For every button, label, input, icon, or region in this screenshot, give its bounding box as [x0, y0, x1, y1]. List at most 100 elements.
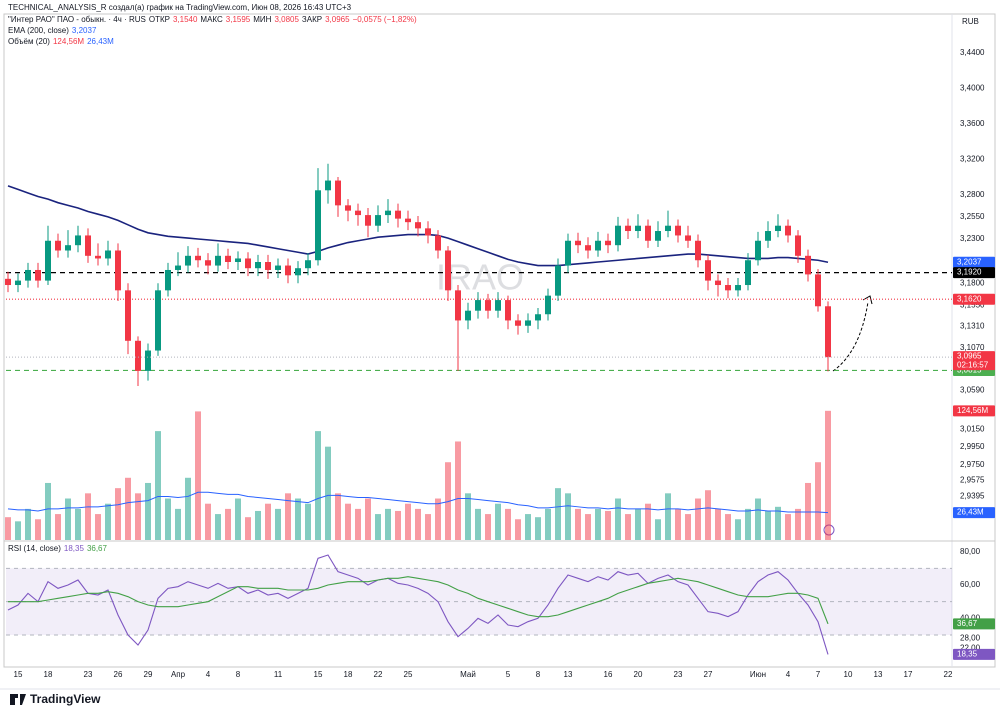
candle-body: [755, 240, 761, 261]
candle-body: [355, 210, 361, 216]
volume-bar: [15, 521, 21, 540]
volume-bar: [385, 508, 391, 540]
x-tick-label: 8: [236, 670, 241, 679]
candle-body: [515, 320, 521, 326]
y-tick-label: 22,00: [960, 643, 981, 652]
volume-bar: [655, 519, 661, 540]
volume-bar: [285, 493, 291, 540]
volume-bar: [255, 510, 261, 540]
rsi-value: 18,35: [63, 544, 84, 553]
x-tick-label: 13: [874, 670, 883, 679]
volume-bar: [415, 508, 421, 540]
candle-body: [615, 225, 621, 246]
x-tick-label: 29: [144, 670, 153, 679]
volume-marker: 124,56M: [957, 406, 988, 415]
x-tick-label: 18: [44, 670, 53, 679]
candle-body: [295, 268, 301, 276]
ohlc-name: МАКС: [200, 15, 223, 24]
x-tick-label: 7: [816, 670, 821, 679]
candle-body: [415, 222, 421, 229]
volume-bar: [185, 477, 191, 540]
y-tick-label: 3,2800: [960, 190, 985, 199]
volume-bar: [355, 508, 361, 540]
volume-bar: [115, 488, 121, 540]
candle-body: [605, 240, 611, 246]
candle-body: [165, 269, 171, 291]
candle-body: [645, 225, 651, 241]
y-tick-label: 3,3600: [960, 119, 985, 128]
volume-bar: [25, 508, 31, 540]
candle-body: [145, 350, 151, 371]
y-tick-label: 80,00: [960, 547, 981, 556]
volume-bar: [635, 508, 641, 540]
volume-bar: [375, 514, 381, 540]
y-tick-label: 3,3200: [960, 154, 985, 163]
ohlc-name: ОТКР: [148, 15, 170, 24]
level-marker: 3,1620: [957, 294, 982, 303]
volume-bar: [745, 508, 751, 540]
volume-ma-marker: 26,43M: [957, 508, 984, 517]
candle-body: [235, 258, 241, 263]
candle-body: [105, 250, 111, 259]
y-tick-label: 40,00: [960, 613, 981, 622]
volume-bar: [505, 508, 511, 540]
candle-body: [595, 240, 601, 251]
candle-body: [405, 218, 411, 223]
candle-body: [315, 190, 321, 261]
volume-bar: [685, 514, 691, 540]
volume-bar: [95, 514, 101, 540]
x-tick-label: 5: [506, 670, 511, 679]
rsi-name: RSI (14, close): [8, 544, 61, 553]
y-tick-label: 3,4400: [960, 48, 985, 57]
candle-body: [25, 269, 31, 281]
ema-value: 3,2037: [71, 26, 97, 35]
ema-marker-box: [953, 256, 995, 268]
x-tick-label: 11: [274, 670, 283, 679]
candle-body: [135, 340, 141, 371]
volume-bar: [365, 498, 371, 540]
volume-bar: [295, 498, 301, 540]
y-tick-label: 3,0150: [960, 424, 985, 433]
volume-bar: [545, 508, 551, 540]
last-price-label: 3,0965: [957, 351, 982, 360]
candle-body: [255, 262, 261, 269]
logo-icon: [10, 694, 26, 705]
candle-body: [65, 245, 71, 251]
volume-bar: [105, 503, 111, 540]
candle-body: [585, 245, 591, 251]
candle-body: [95, 255, 101, 259]
ema-marker: 3,2037: [957, 257, 982, 266]
candle-body: [35, 269, 41, 281]
volume-bar: [465, 493, 471, 540]
rsi-ma-value: 36,67: [86, 544, 107, 553]
candle-body: [665, 225, 671, 232]
y-tick-label: 2,9575: [960, 475, 985, 484]
candle-body: [305, 260, 311, 269]
candle-body: [275, 265, 281, 270]
x-tick-label: 27: [704, 670, 713, 679]
countdown: 02:16:57: [957, 360, 989, 369]
y-tick-label: 3,1800: [960, 278, 985, 287]
level-marker: 3,1920: [957, 268, 982, 277]
x-tick-label: 22: [944, 670, 953, 679]
candle-body: [225, 255, 231, 263]
attribution: TECHNICAL_ANALYSIS_R создал(а) график на…: [8, 3, 352, 12]
volume-bar: [135, 493, 141, 540]
forecast-arrowhead: [862, 295, 873, 305]
logo-text: TradingView: [30, 692, 101, 706]
volume-bar: [715, 508, 721, 540]
volume-bar: [425, 514, 431, 540]
volume-bar: [165, 498, 171, 540]
symbol: "Интер РАО" ПАО - обыкн. · 4ч · RUS: [8, 15, 146, 24]
candle-body: [685, 235, 691, 241]
forecast-arrow: [832, 301, 869, 372]
candle-body: [155, 290, 161, 351]
candle-body: [395, 210, 401, 219]
volume-bar: [335, 493, 341, 540]
candle-body: [475, 300, 481, 311]
volume-bar: [575, 508, 581, 540]
y-tick-label: 2,9950: [960, 442, 985, 451]
volume-bar: [265, 503, 271, 540]
volume-bar: [145, 482, 151, 540]
